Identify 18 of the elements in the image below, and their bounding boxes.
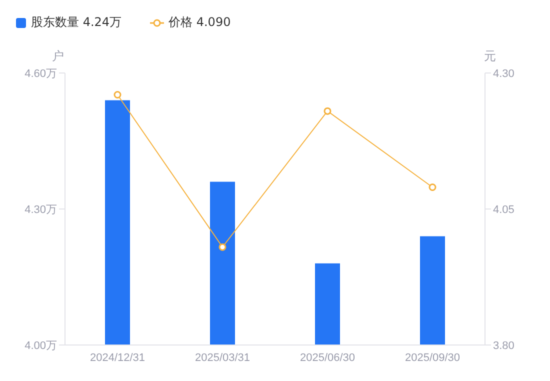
y2-tick-label: 3.80 [493, 340, 514, 352]
y2-tick-label: 4.05 [493, 204, 514, 216]
point [218, 243, 226, 251]
y2-tick-label: 4.30 [493, 68, 514, 80]
y-tick-label: 4.30万 [24, 204, 57, 216]
x-tick-label: 2025/09/30 [404, 352, 460, 364]
y-tick-label: 4.60万 [24, 68, 57, 80]
y-axis-title: 户 [52, 48, 64, 65]
x-tick-label: 2024/12/31 [90, 352, 146, 364]
point [428, 183, 436, 191]
legend-label: 价格 4.090 [168, 14, 231, 31]
x-tick-label: 2025/06/30 [300, 352, 356, 364]
point [324, 107, 332, 115]
legend-label: 股东数量 4.24万 [31, 14, 122, 31]
point [114, 91, 122, 99]
y-tick-label: 4.00万 [24, 340, 57, 352]
y2-axis-title: 元 [484, 48, 496, 65]
x-tick-label: 2025/03/31 [194, 352, 250, 364]
